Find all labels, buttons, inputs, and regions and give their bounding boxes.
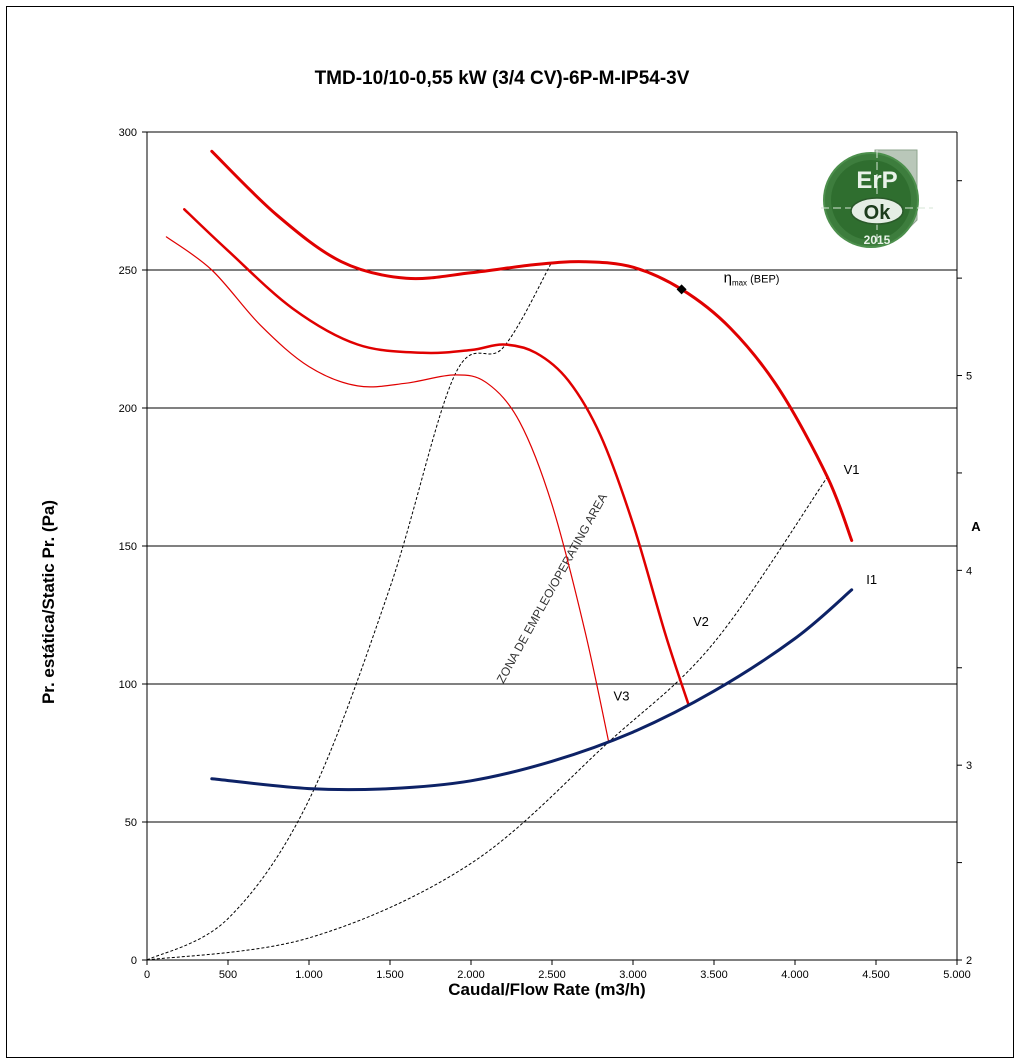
y-tick-label: 0 <box>131 955 137 967</box>
data-labels: V1 V2 V3 I1 ηmax (BEP) <box>614 269 878 703</box>
y2-axis-title: A <box>971 519 981 534</box>
logo-ok-text: Ok <box>864 202 892 224</box>
bep-label: ηmax (BEP) <box>724 269 780 287</box>
series-label-v3: V3 <box>614 689 630 704</box>
x-tick-label: 2.000 <box>457 969 485 981</box>
axes: 0 50 100 150 200 250 300 0 500 1.000 1.500 2.000 2.5… <box>119 127 972 981</box>
operating-zone: ZONA DE EMPLEO/OPERATING AREA <box>146 261 828 961</box>
y2-tick-label: 4 <box>966 565 972 577</box>
zone-left-boundary <box>146 261 553 961</box>
y-tick-label: 100 <box>119 679 137 691</box>
x-tick-label: 4.500 <box>862 969 890 981</box>
x-axis-title: Caudal/Flow Rate (m3/h) <box>448 980 645 999</box>
grid-lines <box>147 131 957 823</box>
series-line-v2 <box>183 208 690 705</box>
zone-right-boundary <box>146 476 828 961</box>
y-tick-label: 150 <box>119 541 137 553</box>
series-line-v3 <box>165 236 610 743</box>
series-line-v1 <box>210 149 854 542</box>
logo-erp-text: ErP <box>856 167 897 194</box>
y-tick-label: 250 <box>119 265 137 277</box>
operating-zone-label: ZONA DE EMPLEO/OPERATING AREA <box>494 491 610 685</box>
series-line-i1 <box>210 588 854 792</box>
chart-frame: TMD-10/10-0,55 kW (3/4 CV)-6P-M-IP54-3V … <box>6 6 1014 1058</box>
x-tick-label: 2.500 <box>538 969 566 981</box>
series-label-v2: V2 <box>693 614 709 629</box>
y-tick-label: 200 <box>119 403 137 415</box>
logo-year-text: 2015 <box>864 233 891 247</box>
series-label-i1: I1 <box>866 572 877 587</box>
x-tick-label: 0 <box>144 969 150 981</box>
series-label-v1: V1 <box>844 462 860 477</box>
y-tick-label: 300 <box>119 127 137 139</box>
y-axis-title: Pr. estática/Static Pr. (Pa) <box>39 500 58 704</box>
x-tick-label: 5.000 <box>943 969 971 981</box>
x-tick-label: 1.500 <box>376 969 404 981</box>
x-tick-label: 1.000 <box>295 969 323 981</box>
y-tick-label: 50 <box>125 817 137 829</box>
x-tick-label: 4.000 <box>781 969 809 981</box>
erp-ok-2015-logo: ErP Ok 2015 <box>821 149 933 248</box>
series-lines <box>165 149 854 792</box>
fan-curve-chart: TMD-10/10-0,55 kW (3/4 CV)-6P-M-IP54-3V … <box>39 68 981 999</box>
x-tick-label: 3.500 <box>700 969 728 981</box>
chart-title: TMD-10/10-0,55 kW (3/4 CV)-6P-M-IP54-3V <box>315 68 690 89</box>
y2-tick-label: 5 <box>966 371 972 383</box>
x-tick-label: 500 <box>219 969 237 981</box>
y2-tick-label: 2 <box>966 955 972 967</box>
bep-marker <box>676 284 687 295</box>
y2-tick-label: 3 <box>966 760 972 772</box>
x-tick-label: 3.000 <box>619 969 647 981</box>
